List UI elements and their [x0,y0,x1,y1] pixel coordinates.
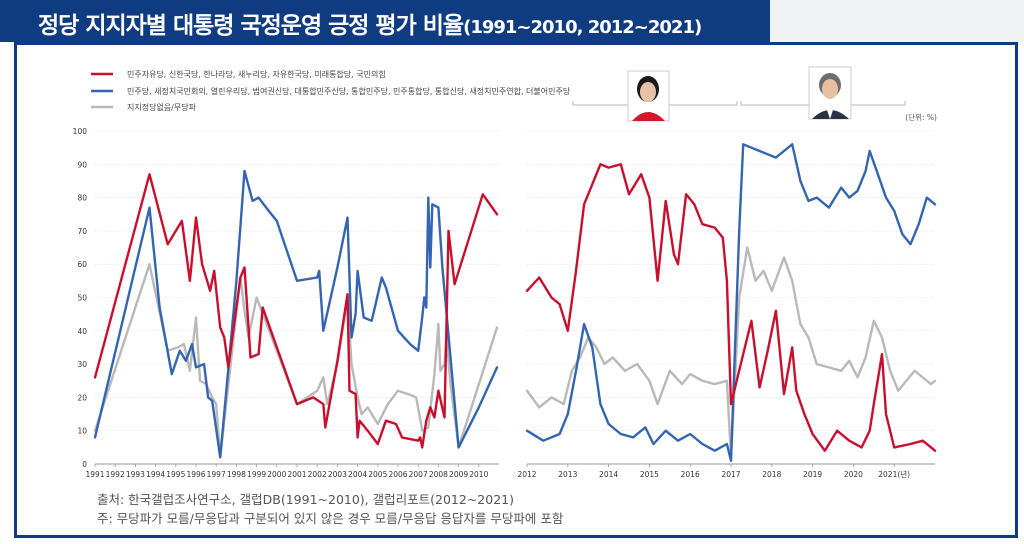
series-line-independent-left [93,263,499,459]
x-tick-label: 2000 [267,470,286,479]
x-tick-label: 2003 [328,470,347,479]
series-line-liberal-right [525,143,937,462]
president-portrait-1 [627,70,670,122]
y-tick-label: 100 [73,127,88,136]
title-period: (1991~2010, 2012~2021) [463,17,702,38]
x-tick-label: 2017 [721,470,740,479]
legend-label-liberal: 민주당, 새정치국민회의, 열린우리당, 범여권신당, 대통합민주신당, 통합민… [127,86,571,96]
footnote: 주: 무당파가 모름/무응답과 구분되어 있지 않은 경우 모름/무응답 응답자… [97,511,564,526]
y-tick-label: 60 [77,260,87,269]
x-tick-label: 2014 [599,470,618,479]
title-bar [0,0,770,42]
left-chart-series [93,169,499,459]
title-main: 정당 지지자별 대통령 국정운영 긍정 평가 비율 [38,13,464,39]
x-tick-label: 2019 [803,470,822,479]
x-tick-label: 1993 [126,470,145,479]
y-tick-label: 40 [77,327,87,336]
x-tick-label: 2020 [844,470,863,479]
series-line-liberal-left [93,169,499,459]
x-tick-label: 1995 [166,470,185,479]
series-line-conservative-right [525,163,937,452]
y-tick-label: 90 [77,160,87,169]
x-tick-label: 2006 [388,470,407,479]
x-tick-label: 2007 [409,470,428,479]
unit-label: (단위: %) [905,112,937,122]
x-tick-label: 1996 [186,470,205,479]
x-tick-label: 1997 [207,470,226,479]
x-tick-label: 2002 [308,470,327,479]
x-tick-label: 2009 [449,470,468,479]
x-tick-label: 2010 [469,470,488,479]
y-tick-label: 70 [77,227,87,236]
right-chart-axes: 2012 2013 2014 2015 2016 2017 2018 2019 2020 2021… [517,130,935,479]
x-tick-label: 1999 [247,470,266,479]
y-tick-label: 30 [77,360,87,369]
x-tick-label: 2021(년) [878,469,910,479]
x-tick-label: 1992 [106,470,125,479]
y-tick-label: 80 [77,194,87,203]
source-note: 출처: 한국갤럽조사연구소, 갤럽DB(1991~2010), 갤럽리포트(20… [97,492,514,507]
y-tick-label: 20 [77,393,87,402]
right-chart-series [525,143,937,462]
series-line-conservative-left [93,173,499,449]
chart-svg: 민주자유당, 신한국당, 한나라당, 새누리당, 자유한국당, 미래통합당, 국… [73,66,937,479]
x-tick-label: 2004 [348,470,367,479]
x-tick-label: 2001 [287,470,306,479]
chart-frame: 민주자유당, 신한국당, 한나라당, 새누리당, 자유한국당, 미래통합당, 국… [14,42,1018,538]
y-tick-label: 0 [82,460,87,469]
x-tick-label: 1991 [85,470,104,479]
president-portrait-2 [808,66,852,120]
x-tick-label: 2012 [517,470,536,479]
y-tick-label: 50 [77,294,87,303]
legend: 민주자유당, 신한국당, 한나라당, 새누리당, 자유한국당, 미래통합당, 국… [91,69,571,112]
x-tick-label: 2008 [429,470,448,479]
legend-label-independent: 지지정당없음/무당파 [127,102,197,112]
x-tick-label: 1994 [146,470,165,479]
x-tick-label: 2005 [368,470,387,479]
x-tick-label: 2013 [558,470,577,479]
page-title: 정당 지지자별 대통령 국정운영 긍정 평가 비율(1991~2010, 201… [38,6,702,40]
x-tick-label: 2016 [681,470,700,479]
title-bar-right-stripe [770,0,1024,42]
legend-label-conservative: 민주자유당, 신한국당, 한나라당, 새누리당, 자유한국당, 미래통합당, 국… [127,69,386,79]
x-tick-label: 2015 [640,470,659,479]
x-tick-label: 1998 [227,470,246,479]
y-tick-label: 10 [77,427,87,436]
series-line-independent-right [525,246,937,459]
x-tick-label: 2018 [762,470,781,479]
